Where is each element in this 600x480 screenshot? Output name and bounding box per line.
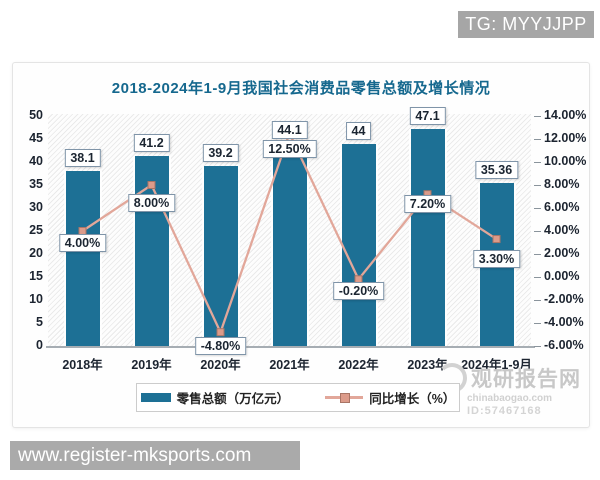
left-axis-tick: 0	[36, 338, 43, 352]
left-axis-tick: 40	[29, 154, 43, 168]
right-axis-tick-mark	[534, 300, 541, 301]
left-axis-tick: 15	[29, 269, 43, 283]
plot-area: 38.1 41.2 39.2 44.1 44 47.1 35.36 4.00% 8.00% -4.…	[48, 107, 531, 356]
x-axis-label: 2023年	[407, 358, 448, 372]
right-axis-tick: -6.00%	[544, 338, 584, 352]
x-axis-label: 2020年	[200, 358, 241, 372]
growth-value-label: 7.20%	[403, 195, 452, 214]
bar-value-label: 47.1	[409, 107, 446, 126]
left-axis-tick: 25	[29, 223, 43, 237]
bar-2020年	[203, 165, 238, 346]
right-axis-tick: -4.00%	[544, 315, 584, 329]
left-axis-tick: 35	[29, 177, 43, 191]
growth-value-label: 4.00%	[58, 234, 107, 252]
left-axis-tick: 50	[29, 108, 43, 122]
url-bar: www.register-mksports.com	[10, 441, 300, 470]
growth-line	[81, 132, 498, 334]
right-axis-tick-mark	[534, 323, 541, 324]
right-axis-tick-mark	[534, 254, 541, 255]
right-axis-tick-mark	[534, 185, 541, 186]
right-axis-tick: 0.00%	[544, 269, 580, 283]
bar-2023年	[410, 129, 445, 346]
right-axis-tick: 14.00%	[544, 108, 587, 122]
left-axis-tick: 10	[29, 292, 43, 306]
x-axis-label: 2024年1-9月	[461, 358, 532, 372]
x-axis-label: 2019年	[131, 358, 172, 372]
left-axis-tick: 5	[36, 315, 43, 329]
legend-item-growth: 同比增长（%）	[325, 388, 455, 407]
left-axis-tick: 30	[29, 200, 43, 214]
x-axis-line	[46, 346, 535, 348]
growth-value-label: 3.30%	[472, 250, 521, 269]
bar-value-label: 44	[345, 121, 372, 140]
right-axis-tick: 12.00%	[544, 131, 587, 145]
legend-line-swatch-icon	[325, 393, 364, 403]
chart-panel: 2018-2024年1-9月我国社会消费品零售总额及增长情况 0 5 10 15 20 2…	[12, 62, 590, 428]
growth-value-label: 12.50%	[262, 140, 317, 159]
growth-marker	[492, 235, 501, 244]
right-axis-tick-mark	[534, 116, 541, 117]
legend-growth-label: 同比增长（%）	[369, 392, 456, 406]
bar-value-label: 39.2	[202, 143, 239, 162]
legend-retail-label: 零售总额（万亿元）	[176, 392, 290, 406]
growth-value-label: -4.80%	[194, 337, 247, 356]
right-axis-tick-mark	[534, 277, 541, 278]
watermark-id: ID:57467168	[467, 405, 542, 417]
right-axis-tick: 6.00%	[544, 200, 580, 214]
growth-marker	[216, 328, 225, 337]
chart-title: 2018-2024年1-9月我国社会消费品零售总额及增长情况	[111, 80, 491, 97]
right-axis-tick: 2.00%	[544, 246, 580, 260]
growth-value-label: -0.20%	[332, 282, 385, 301]
legend-marker-icon	[340, 393, 351, 403]
right-axis-tick-mark	[534, 162, 541, 163]
bar-2018年	[65, 170, 100, 346]
bar-value-label: 35.36	[474, 161, 519, 180]
left-axis-tick: 20	[29, 246, 43, 260]
right-axis-tick-mark	[534, 231, 541, 232]
x-axis-label: 2022年	[338, 358, 379, 372]
left-axis-tick: 45	[29, 131, 43, 145]
watermark-site: chinabaogao.com	[467, 393, 553, 404]
bar-value-label: 44.1	[271, 121, 308, 140]
bar-2021年	[272, 143, 307, 346]
legend-bar-swatch-icon	[140, 393, 171, 402]
watermark: 观研报告网 chinabaogao.com ID:57467168	[437, 363, 593, 417]
growth-marker	[147, 181, 156, 189]
right-axis-tick-mark	[534, 346, 541, 347]
right-axis-tick: 8.00%	[544, 177, 580, 191]
right-axis-tick: 4.00%	[544, 223, 580, 237]
bar-value-label: 38.1	[64, 148, 101, 167]
x-axis-label: 2021年	[269, 358, 310, 372]
legend-item-retail: 零售总额（万亿元）	[140, 388, 290, 407]
x-axis-label: 2018年	[62, 358, 103, 372]
right-axis-tick-mark	[534, 208, 541, 209]
right-axis-tick: -2.00%	[544, 292, 584, 306]
bar-2022年	[341, 143, 376, 346]
growth-value-label: 8.00%	[127, 194, 176, 212]
right-axis-tick: 10.00%	[544, 154, 587, 168]
tg-badge: TG: MYYJJPP	[458, 11, 594, 38]
watermark-brand: 观研报告网	[471, 368, 581, 391]
right-axis-tick-mark	[534, 139, 541, 140]
legend: 零售总额（万亿元） 同比增长（%）	[136, 383, 460, 412]
bar-value-label: 41.2	[133, 134, 170, 153]
